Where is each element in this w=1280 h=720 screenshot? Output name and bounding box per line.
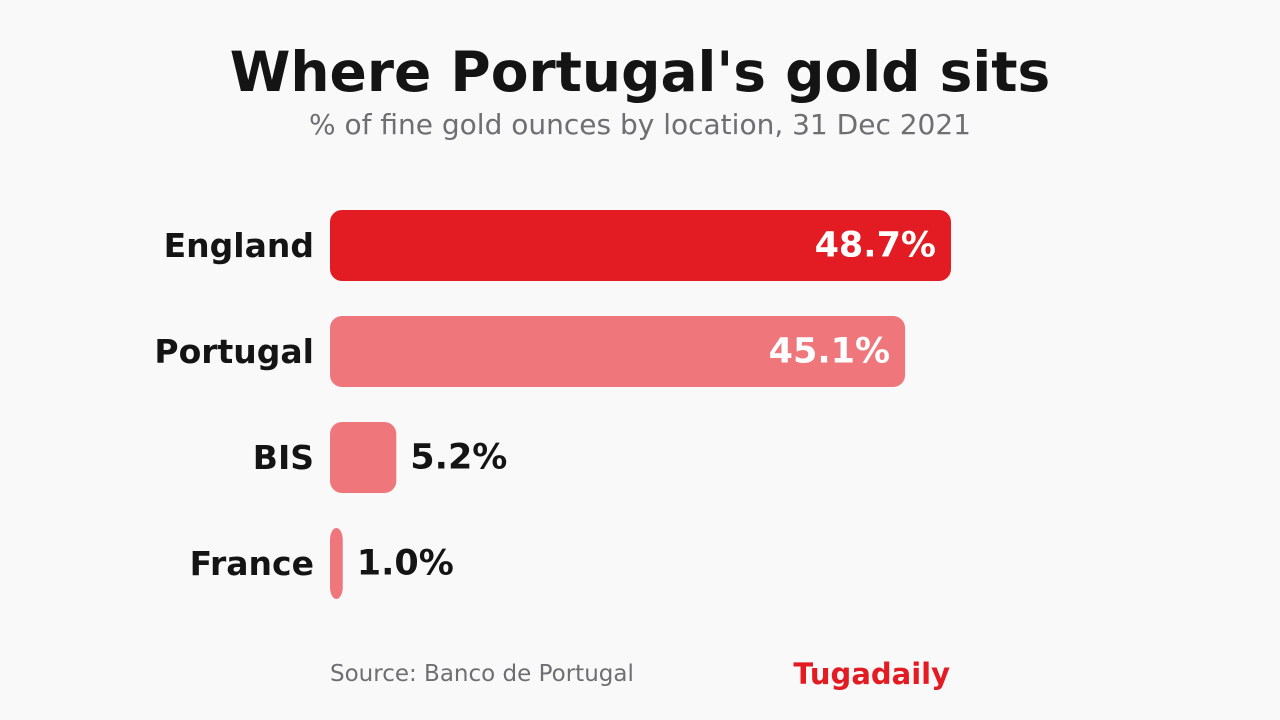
chart-subtitle: % of fine gold ounces by location, 31 De… (308, 108, 971, 141)
bar-france (330, 528, 343, 599)
value-label-france: 1.0% (357, 544, 454, 584)
value-label-england: 48.7% (815, 226, 936, 266)
category-label-england: England (164, 226, 314, 265)
value-label-bis: 5.2% (410, 438, 507, 478)
bar-portugal (330, 316, 906, 387)
category-label-france: France (190, 544, 314, 583)
value-label-portugal: 45.1% (769, 332, 890, 372)
bar-bis (330, 422, 397, 493)
category-label-bis: BIS (253, 438, 314, 477)
chart-title: Where Portugal's gold sits (229, 40, 1051, 104)
source-note: Source: Banco de Portugal (330, 661, 634, 687)
category-label-portugal: Portugal (154, 332, 314, 371)
bar-england (330, 210, 951, 281)
brand-logo-text: Tugadaily (793, 657, 950, 691)
